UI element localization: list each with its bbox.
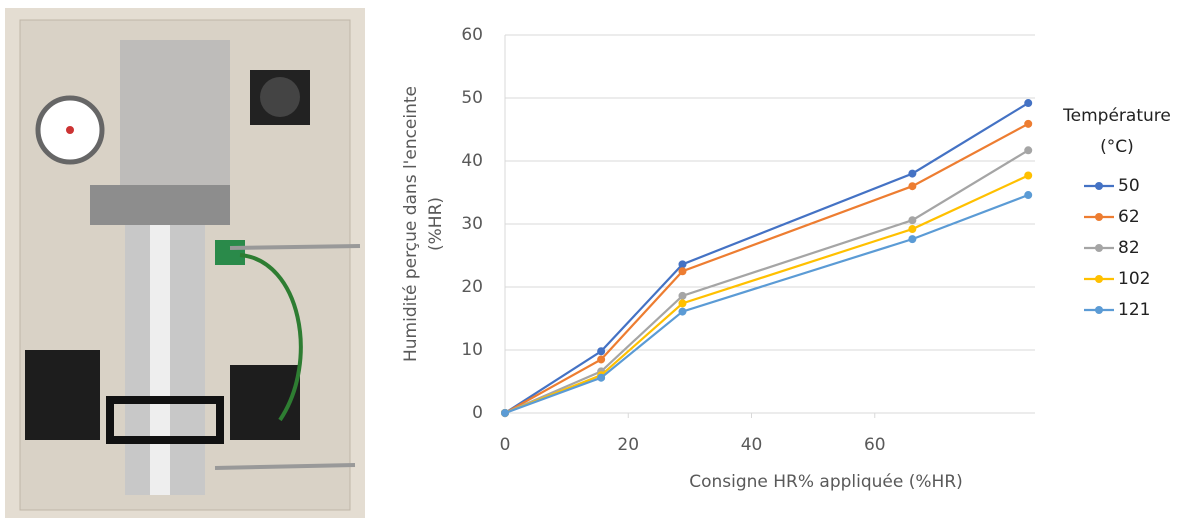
y-tick-label: 60	[461, 25, 483, 45]
data-point	[678, 291, 687, 300]
data-point	[908, 216, 917, 225]
data-point	[908, 225, 917, 234]
legend-marker	[1095, 244, 1103, 252]
legend-label: 82	[1118, 238, 1140, 258]
legend-label: 102	[1118, 269, 1150, 289]
y-tick-label: 40	[461, 151, 483, 171]
x-axis-label: Consigne HR% appliquée (%HR)	[689, 472, 963, 492]
legend-label: 50	[1118, 176, 1140, 196]
data-point	[597, 355, 606, 364]
y-axis-label: Humidité perçue dans l'enceinte	[401, 86, 421, 362]
y-tick-label: 30	[461, 214, 483, 234]
legend-label: 62	[1118, 207, 1140, 227]
x-tick-label: 0	[500, 435, 511, 455]
y-tick-label: 50	[461, 88, 483, 108]
y-tick-label: 20	[461, 277, 483, 297]
data-point	[678, 267, 687, 276]
data-point	[597, 373, 606, 382]
legend-title: Température	[1062, 106, 1171, 126]
y-tick-label: 10	[461, 340, 483, 360]
data-point	[678, 307, 687, 316]
series-line	[504, 174, 1029, 415]
data-point	[1024, 191, 1033, 200]
x-tick-label: 20	[617, 435, 639, 455]
legend-marker	[1095, 306, 1103, 314]
series-line	[504, 149, 1029, 415]
data-point	[908, 169, 917, 178]
series-line	[504, 193, 1029, 415]
y-axis-label: (%HR)	[426, 197, 446, 251]
x-tick-label: 60	[864, 435, 886, 455]
series-line	[504, 102, 1029, 414]
legend-marker	[1095, 182, 1103, 190]
data-point	[1024, 171, 1033, 180]
data-point	[1024, 146, 1033, 155]
chart: Consigne HR% appliquée (%HR) Humidité pe…	[401, 86, 1171, 492]
data-point	[1024, 119, 1033, 128]
y-tick-label: 0	[472, 403, 483, 423]
legend-label: 121	[1118, 300, 1150, 320]
x-tick-label: 40	[741, 435, 763, 455]
legend-marker	[1095, 213, 1103, 221]
legend-title: (°C)	[1100, 137, 1134, 157]
legend-marker	[1095, 275, 1103, 283]
equipment-photo	[5, 8, 365, 518]
data-point	[908, 182, 917, 191]
data-point	[678, 260, 687, 269]
data-point	[678, 299, 687, 308]
data-point	[597, 347, 606, 356]
data-point	[908, 235, 917, 244]
data-point	[501, 409, 509, 417]
data-point	[1024, 99, 1033, 108]
